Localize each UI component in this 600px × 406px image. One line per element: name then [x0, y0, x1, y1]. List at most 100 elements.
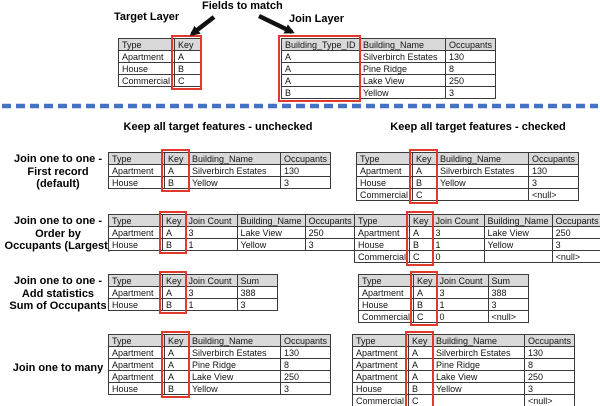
- data-table: Type Key Join Count Building_Name Occupants A…: [353, 214, 600, 263]
- column-header-cell: Type: [357, 274, 415, 287]
- table-cell: 1: [431, 238, 485, 251]
- table-cell: B: [413, 298, 437, 311]
- table-header-row: Type Key Building_Name Occupants: [108, 152, 332, 165]
- table-cell: Silverbirch Estates: [188, 346, 281, 359]
- table-cell: House: [108, 382, 165, 395]
- table-cell: 8: [444, 62, 497, 75]
- column-header-cell: Type: [356, 152, 413, 165]
- table-cell: 8: [279, 358, 332, 371]
- arrow-to-join-key-icon: [258, 13, 295, 35]
- table-cell: Commercial: [118, 74, 175, 87]
- table-row: House B Yellow 3: [356, 176, 580, 189]
- column-header-cell: Occupants: [551, 214, 600, 227]
- table-cell: Apartment: [108, 346, 165, 359]
- table-cell: 250: [523, 370, 576, 383]
- column-header-cell: Building_Name: [359, 38, 446, 51]
- table-one-to-many-checked: Type Key Building_Name Occupants Apartment A S…: [352, 331, 576, 406]
- table-header-row: Type Key Building_Name Occupants: [352, 334, 576, 347]
- table-row: Apartment A Silverbirch Estates 130: [108, 164, 332, 177]
- target-layer-table: Type Key Apartment A House B Commercial C: [118, 35, 202, 90]
- table-cell: 250: [304, 226, 356, 239]
- table-cell: Lake View: [188, 370, 281, 383]
- table-first-record-checked: Type Key Building_Name Occupants Apartment A S…: [356, 149, 580, 204]
- data-table: Building_Type_ID Building_Name Occupants A S…: [281, 38, 497, 99]
- table-header-row: Type Key Join Count Building_Name Occupants: [108, 214, 356, 227]
- table-row: Commercial C <null>: [352, 394, 576, 406]
- table-header-row: Type Key Join Count Building_Name Occupants: [353, 214, 600, 227]
- column-header-cell: Type: [108, 152, 165, 165]
- table-cell: Apartment: [357, 286, 415, 299]
- table-cell: <null>: [551, 250, 600, 263]
- column-header-cell: Occupants: [523, 334, 576, 347]
- table-cell: Apartment: [353, 226, 411, 239]
- table-cell: 3: [431, 226, 485, 239]
- table-row: Apartment A 3 388: [357, 286, 529, 299]
- column-header-cell: Type: [353, 214, 411, 227]
- table-cell: House: [108, 238, 163, 251]
- table-cell: Silverbirch Estates: [188, 164, 281, 177]
- table-cell: Yellow: [432, 382, 525, 395]
- column-header-cell: Sum: [236, 274, 278, 287]
- column-header-cell: Join Count: [184, 274, 238, 287]
- table-cell: Silverbirch Estates: [432, 346, 525, 359]
- table-cell: Yellow: [483, 238, 553, 251]
- table-row: Apartment A 3 388: [108, 286, 278, 299]
- table-cell: 130: [523, 346, 576, 359]
- table-row: House B Yellow 3: [352, 382, 576, 395]
- table-cell: 1: [435, 298, 489, 311]
- table-cell: B: [162, 238, 186, 251]
- table-cell: B: [162, 298, 186, 311]
- column-header-cell: Building_Name: [436, 152, 529, 165]
- column-header-cell: Key: [164, 152, 189, 165]
- table-cell: Apartment: [108, 164, 165, 177]
- fields-to-match-label: Fields to match: [202, 0, 283, 12]
- column-header-cell: Key: [174, 38, 201, 51]
- table-cell: C: [409, 250, 433, 263]
- table-cell: 250: [551, 226, 600, 239]
- table-cell: <null>: [527, 188, 580, 201]
- table-cell: Silverbirch Estates: [359, 50, 446, 63]
- table-cell: Lake View: [359, 74, 446, 87]
- table-cell: Yellow: [236, 238, 306, 251]
- table-cell: House: [352, 382, 409, 395]
- table-cell: C: [408, 394, 433, 406]
- table-cell: A: [409, 226, 433, 239]
- table-header-row: Type Key Join Count Sum: [357, 274, 529, 287]
- column-header-cell: Type: [108, 334, 165, 347]
- table-cell: B: [281, 86, 360, 99]
- column-header-cell: Occupants: [444, 38, 497, 51]
- table-cell: Commercial: [356, 188, 413, 201]
- data-table: Type Key Apartment A House B Commercial C: [118, 38, 201, 87]
- table-cell: House: [356, 176, 413, 189]
- table-row: Apartment A Pine Ridge 8: [108, 358, 332, 371]
- table-row: Apartment A: [118, 50, 201, 63]
- table-cell: Lake View: [432, 370, 525, 383]
- table-cell: A: [281, 50, 360, 63]
- table-first-record-unchecked: Type Key Building_Name Occupants Apartment A S…: [108, 149, 332, 192]
- table-cell: <null>: [487, 310, 529, 323]
- table-cell: B: [409, 238, 433, 251]
- table-row: A Pine Ridge 8: [281, 62, 497, 75]
- table-cell: <null>: [523, 394, 576, 406]
- table-cell: 3: [487, 298, 529, 311]
- table-cell: A: [174, 50, 201, 63]
- table-header-row: Type Key Join Count Sum: [108, 274, 278, 287]
- table-cell: Apartment: [118, 50, 175, 63]
- table-cell: Commercial: [357, 310, 415, 323]
- table-cell: 0: [431, 250, 485, 263]
- column-header-cell: Building_Name: [236, 214, 306, 227]
- table-cell: 3: [304, 238, 356, 251]
- table-cell: C: [174, 74, 201, 87]
- table-cell: 130: [279, 346, 332, 359]
- column-header-cell: Key: [409, 214, 433, 227]
- column-header-cell: Join Count: [435, 274, 489, 287]
- table-cell: Apartment: [356, 164, 413, 177]
- table-cell: 3: [236, 298, 278, 311]
- table-cell: 8: [523, 358, 576, 371]
- table-row: Apartment A 3 Lake View 250: [108, 226, 356, 239]
- keep-features-unchecked-header: Keep all target features - unchecked: [123, 121, 313, 133]
- column-header-cell: Building_Name: [432, 334, 525, 347]
- arrow-to-target-key-icon: [189, 15, 216, 36]
- table-cell: A: [164, 370, 189, 383]
- table-cell: Apartment: [352, 358, 409, 371]
